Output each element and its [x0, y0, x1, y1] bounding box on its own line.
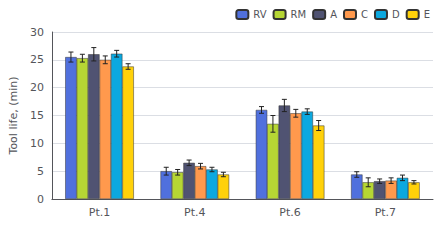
svg-text:A: A	[330, 9, 337, 20]
svg-text:Pt.7: Pt.7	[375, 206, 396, 219]
svg-text:0: 0	[37, 193, 44, 206]
svg-text:D: D	[392, 9, 400, 20]
svg-text:15: 15	[30, 109, 44, 122]
svg-text:RM: RM	[291, 9, 307, 20]
svg-text:RV: RV	[253, 9, 266, 20]
svg-text:Pt.1: Pt.1	[89, 206, 110, 219]
svg-text:E: E	[424, 9, 430, 20]
svg-text:Tool life, (min): Tool life, (min)	[7, 77, 20, 156]
svg-text:10: 10	[30, 137, 44, 150]
svg-text:20: 20	[30, 81, 44, 94]
svg-text:Pt.6: Pt.6	[279, 206, 300, 219]
svg-text:C: C	[361, 9, 368, 20]
svg-text:Pt.4: Pt.4	[184, 206, 205, 219]
svg-text:5: 5	[37, 165, 44, 178]
svg-text:25: 25	[30, 53, 44, 66]
svg-text:30: 30	[30, 26, 44, 39]
